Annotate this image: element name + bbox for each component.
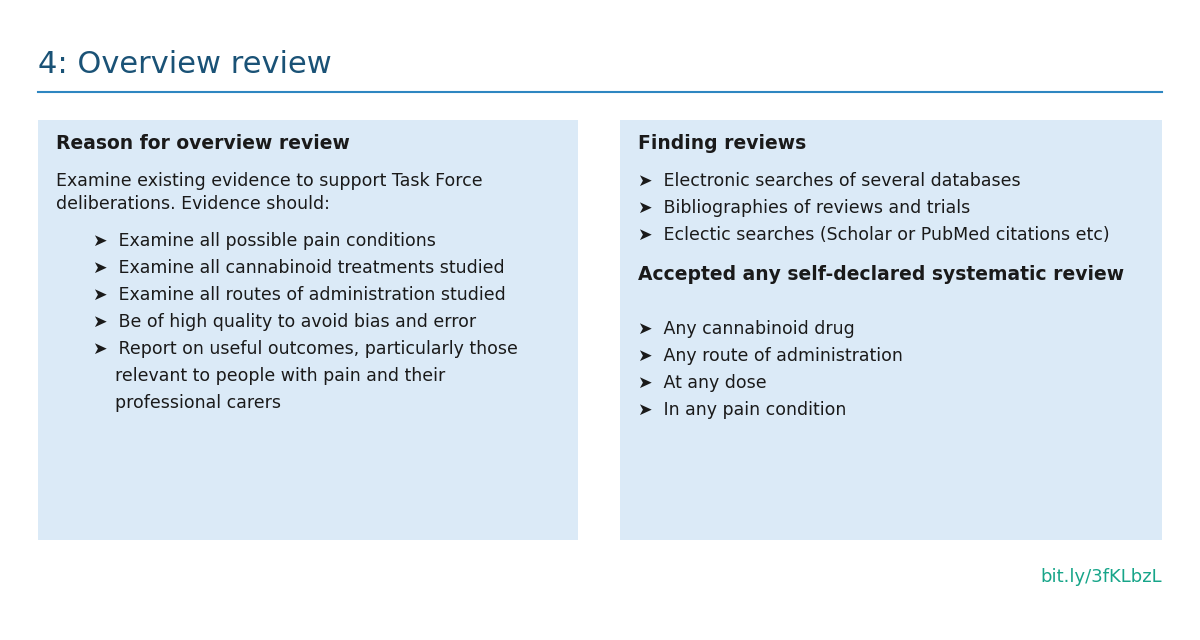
Text: ➤  Electronic searches of several databases: ➤ Electronic searches of several databas… xyxy=(638,172,1021,190)
Text: ➤  Bibliographies of reviews and trials: ➤ Bibliographies of reviews and trials xyxy=(638,199,971,217)
Text: 4: Overview review: 4: Overview review xyxy=(38,50,331,79)
Text: deliberations. Evidence should:: deliberations. Evidence should: xyxy=(56,195,330,213)
Text: ➤  At any dose: ➤ At any dose xyxy=(638,374,767,392)
FancyBboxPatch shape xyxy=(38,120,578,540)
Text: ➤  Be of high quality to avoid bias and error: ➤ Be of high quality to avoid bias and e… xyxy=(94,313,476,331)
Text: relevant to people with pain and their: relevant to people with pain and their xyxy=(94,367,445,385)
Text: ➤  Examine all cannabinoid treatments studied: ➤ Examine all cannabinoid treatments stu… xyxy=(94,259,505,277)
Text: professional carers: professional carers xyxy=(94,394,281,412)
Text: ➤  Eclectic searches (Scholar or PubMed citations etc): ➤ Eclectic searches (Scholar or PubMed c… xyxy=(638,226,1110,244)
Text: ➤  Any cannabinoid drug: ➤ Any cannabinoid drug xyxy=(638,320,854,338)
FancyBboxPatch shape xyxy=(620,120,1162,540)
Text: bit.ly/3fKLbzL: bit.ly/3fKLbzL xyxy=(1040,568,1162,586)
Text: Reason for overview review: Reason for overview review xyxy=(56,134,350,153)
Text: ➤  Any route of administration: ➤ Any route of administration xyxy=(638,347,902,365)
Text: ➤  Examine all routes of administration studied: ➤ Examine all routes of administration s… xyxy=(94,286,505,304)
Text: ➤  Examine all possible pain conditions: ➤ Examine all possible pain conditions xyxy=(94,232,436,250)
Text: Accepted any self-declared systematic review: Accepted any self-declared systematic re… xyxy=(638,265,1124,284)
Text: Examine existing evidence to support Task Force: Examine existing evidence to support Tas… xyxy=(56,172,482,190)
Text: ➤  Report on useful outcomes, particularly those: ➤ Report on useful outcomes, particularl… xyxy=(94,340,518,358)
Text: Finding reviews: Finding reviews xyxy=(638,134,806,153)
Text: ➤  In any pain condition: ➤ In any pain condition xyxy=(638,401,846,419)
